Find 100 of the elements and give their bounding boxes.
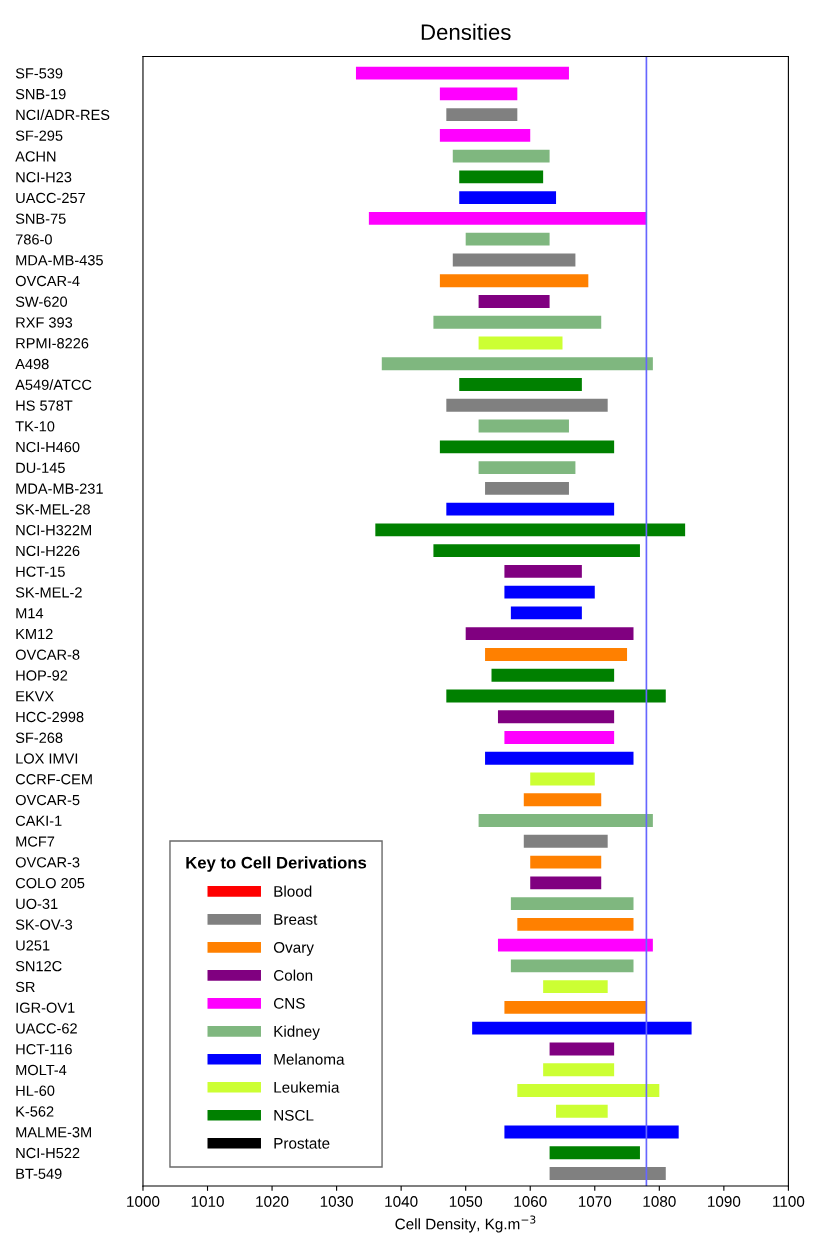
bar xyxy=(433,544,640,558)
y-tick-label: CCRF-CEM xyxy=(15,774,92,785)
bar xyxy=(465,627,634,641)
bar xyxy=(478,295,550,308)
legend-title: Key to Cell Derivations xyxy=(186,856,367,872)
bar xyxy=(504,731,615,744)
y-tick-label: A549/ATCC xyxy=(15,379,92,390)
y-tick-label: NCI-H522 xyxy=(16,1147,80,1159)
y-tick-label: IGR-OV1 xyxy=(16,1002,75,1013)
y-tick-label: NCI-H23 xyxy=(16,172,72,183)
bar xyxy=(485,481,569,495)
legend-label: Melanoma xyxy=(274,1053,345,1065)
legend-label: Blood xyxy=(274,885,312,897)
y-tick-label: HS 578T xyxy=(16,400,73,411)
y-tick-label: SF-295 xyxy=(15,130,63,141)
y-tick-label: SNB-19 xyxy=(15,88,66,100)
bar xyxy=(543,980,608,994)
y-tick-label: SR xyxy=(15,981,35,993)
y-tick-label: UACC-62 xyxy=(16,1023,77,1034)
bar xyxy=(439,440,615,454)
bar xyxy=(523,793,602,807)
bar xyxy=(549,1042,615,1056)
y-tick-label: BT-549 xyxy=(16,1168,62,1179)
bar xyxy=(439,274,589,288)
bar xyxy=(530,855,602,869)
bar xyxy=(375,523,686,537)
bar xyxy=(478,814,653,827)
bar xyxy=(517,1084,660,1097)
y-tick-label: A498 xyxy=(15,358,49,370)
y-tick-label: ACHN xyxy=(15,151,56,162)
x-tick-label: 1040 xyxy=(385,1196,418,1207)
y-tick-label: CAKI-1 xyxy=(15,815,62,826)
bar xyxy=(478,336,563,350)
bar xyxy=(517,917,634,931)
y-tick-label: HOP-92 xyxy=(16,670,68,681)
y-tick-label: SK-MEL-2 xyxy=(15,587,82,598)
y-tick-label: SF-268 xyxy=(15,732,63,743)
bar xyxy=(465,232,550,246)
y-tick-label: HL-60 xyxy=(16,1085,55,1096)
legend-label: Kidney xyxy=(274,1025,320,1040)
y-tick-label: OVCAR-4 xyxy=(15,275,80,287)
legend-label: Leukemia xyxy=(274,1081,340,1093)
bar xyxy=(549,1146,640,1160)
bar xyxy=(439,87,518,101)
bar xyxy=(504,1000,647,1014)
y-tick-label: SN12C xyxy=(15,960,62,972)
legend-label: CNS xyxy=(273,997,305,1009)
y-tick-label: HCC-2998 xyxy=(16,711,84,723)
x-tick-label: 1030 xyxy=(320,1196,353,1207)
y-tick-label: MOLT-4 xyxy=(16,1064,67,1076)
bar xyxy=(510,606,582,620)
bar xyxy=(478,461,576,475)
bar xyxy=(472,1021,692,1035)
y-tick-label: SF-539 xyxy=(15,68,63,79)
bar xyxy=(446,108,518,122)
x-tick-label: 1080 xyxy=(643,1196,676,1207)
bar xyxy=(478,419,569,433)
bar xyxy=(485,751,634,765)
y-tick-label: RPMI-8226 xyxy=(16,338,89,349)
bar xyxy=(497,938,653,952)
y-tick-label: DU-145 xyxy=(16,462,65,474)
bar xyxy=(543,1063,615,1077)
bar xyxy=(459,170,544,184)
y-tick-label: LOX IMVI xyxy=(16,753,78,764)
bar xyxy=(355,66,569,80)
legend-label: Ovary xyxy=(273,941,314,956)
x-tick-label: 1090 xyxy=(708,1196,741,1207)
bar xyxy=(446,689,666,703)
bar xyxy=(368,211,647,225)
bar xyxy=(491,668,615,682)
y-tick-label: SK-OV-3 xyxy=(15,919,73,930)
y-tick-label: EKVX xyxy=(16,691,54,702)
legend-label: NSCL xyxy=(274,1109,314,1121)
bar xyxy=(446,398,608,412)
y-tick-label: UO-31 xyxy=(16,898,58,910)
bar xyxy=(504,1125,679,1139)
y-tick-label: MDA-MB-231 xyxy=(16,483,103,494)
y-tick-label: MDA-MB-435 xyxy=(16,255,103,266)
y-tick-label: K-562 xyxy=(16,1106,54,1117)
y-tick-label: OVCAR-5 xyxy=(15,794,80,806)
chart-title: Densities xyxy=(421,23,511,41)
bar xyxy=(459,191,557,205)
x-axis-title: Cell Density, Kg.m$^{−3}$ xyxy=(395,1215,536,1233)
x-tick-label: 1020 xyxy=(256,1196,289,1207)
y-tick-label: OVCAR-3 xyxy=(15,857,80,868)
legend-label: Colon xyxy=(273,969,313,981)
bar xyxy=(446,502,615,516)
bar xyxy=(439,128,531,142)
bar xyxy=(504,564,582,578)
y-tick-label: OVCAR-8 xyxy=(15,649,80,660)
bar xyxy=(530,876,602,890)
y-tick-label: 786-0 xyxy=(15,234,52,245)
x-tick-label: 1070 xyxy=(578,1196,612,1207)
y-tick-label: NCI-H460 xyxy=(16,441,80,453)
bar xyxy=(381,357,653,371)
legend-label: Prostate xyxy=(274,1138,330,1149)
x-tick-label: 1000 xyxy=(127,1196,160,1207)
x-tick-label: 1050 xyxy=(449,1196,483,1207)
y-tick-label: HCT-116 xyxy=(16,1044,72,1055)
y-tick-label: SW-620 xyxy=(15,296,68,307)
